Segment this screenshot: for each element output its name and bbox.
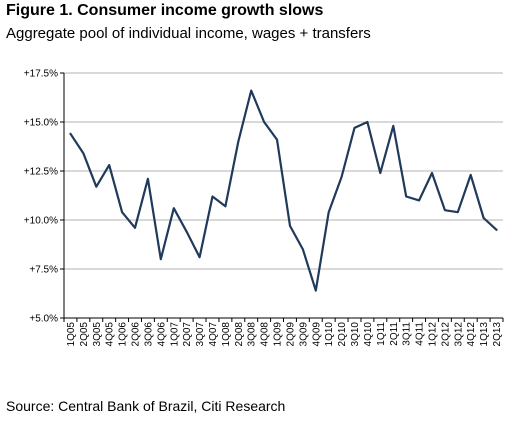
x-tick-label: 2Q09 xyxy=(285,322,296,347)
x-tick-label: 3Q07 xyxy=(195,322,206,347)
x-tick-label: 3Q08 xyxy=(247,322,258,347)
x-tick-label: 1Q05 xyxy=(66,322,77,347)
series-line xyxy=(69,89,498,292)
x-tick-label: 3Q10 xyxy=(350,322,361,347)
chart-subtitle: Aggregate pool of individual income, wag… xyxy=(6,25,371,42)
x-tick-label: 2Q13 xyxy=(492,322,503,347)
x-tick-label: 4Q11 xyxy=(415,322,426,346)
series-layer xyxy=(69,89,498,292)
y-tick-label: +17.5% xyxy=(24,69,58,80)
y-tick-label: +15.0% xyxy=(24,118,58,129)
source-note: Source: Central Bank of Brazil, Citi Res… xyxy=(6,398,286,414)
y-tick-label: +10.0% xyxy=(24,216,58,227)
x-tick-label: 4Q08 xyxy=(260,322,271,347)
x-tick-label: 1Q07 xyxy=(169,322,180,347)
x-tick-label: 2Q10 xyxy=(337,322,348,347)
x-tick-label: 1Q11 xyxy=(376,322,387,346)
x-axis: 1Q05 2Q05 3Q05 4Q05 1Q06 2Q06 3Q06 4Q06 1Q07 2Q07… xyxy=(63,317,504,347)
gridlines xyxy=(64,72,503,270)
x-tick-label: 2Q08 xyxy=(234,322,245,347)
x-tick-label: 4Q05 xyxy=(105,322,116,347)
x-tick-label: 3Q05 xyxy=(92,322,103,347)
x-tick-label: 2Q07 xyxy=(182,322,193,347)
x-tick-label: 1Q12 xyxy=(427,322,438,347)
x-tick-label: 3Q12 xyxy=(453,322,464,347)
x-tick-label: 1Q08 xyxy=(221,322,232,347)
x-tick-label: 2Q05 xyxy=(79,322,90,347)
x-tick-label: 3Q11 xyxy=(402,322,413,346)
chart-title: Figure 1. Consumer income growth slows xyxy=(6,2,324,19)
x-tick-label: 3Q09 xyxy=(298,322,309,347)
y-tick-label: +7.5% xyxy=(29,265,58,276)
y-tick-label: +5.0% xyxy=(29,314,58,325)
y-tick-label: +12.5% xyxy=(24,167,58,178)
x-tick-label: 2Q11 xyxy=(389,322,400,346)
x-tick-label: 1Q09 xyxy=(273,322,284,347)
x-tick-label: 2Q12 xyxy=(440,322,451,347)
x-tick-label: 3Q06 xyxy=(143,322,154,347)
y-axis: +5.0% +7.5% +10.0% +12.5% +15.0% +17.5% xyxy=(24,69,65,325)
x-tick-label: 4Q07 xyxy=(208,322,219,347)
x-tick-label: 2Q06 xyxy=(131,322,142,347)
x-tick-label: 4Q12 xyxy=(466,322,477,347)
x-tick-label: 1Q10 xyxy=(324,322,335,347)
x-tick-label: 4Q10 xyxy=(363,322,374,347)
x-tick-label: 1Q06 xyxy=(118,322,129,347)
x-tick-label: 4Q09 xyxy=(311,322,322,347)
x-tick-label: 4Q06 xyxy=(156,322,167,347)
x-tick-label: 1Q13 xyxy=(479,322,490,347)
